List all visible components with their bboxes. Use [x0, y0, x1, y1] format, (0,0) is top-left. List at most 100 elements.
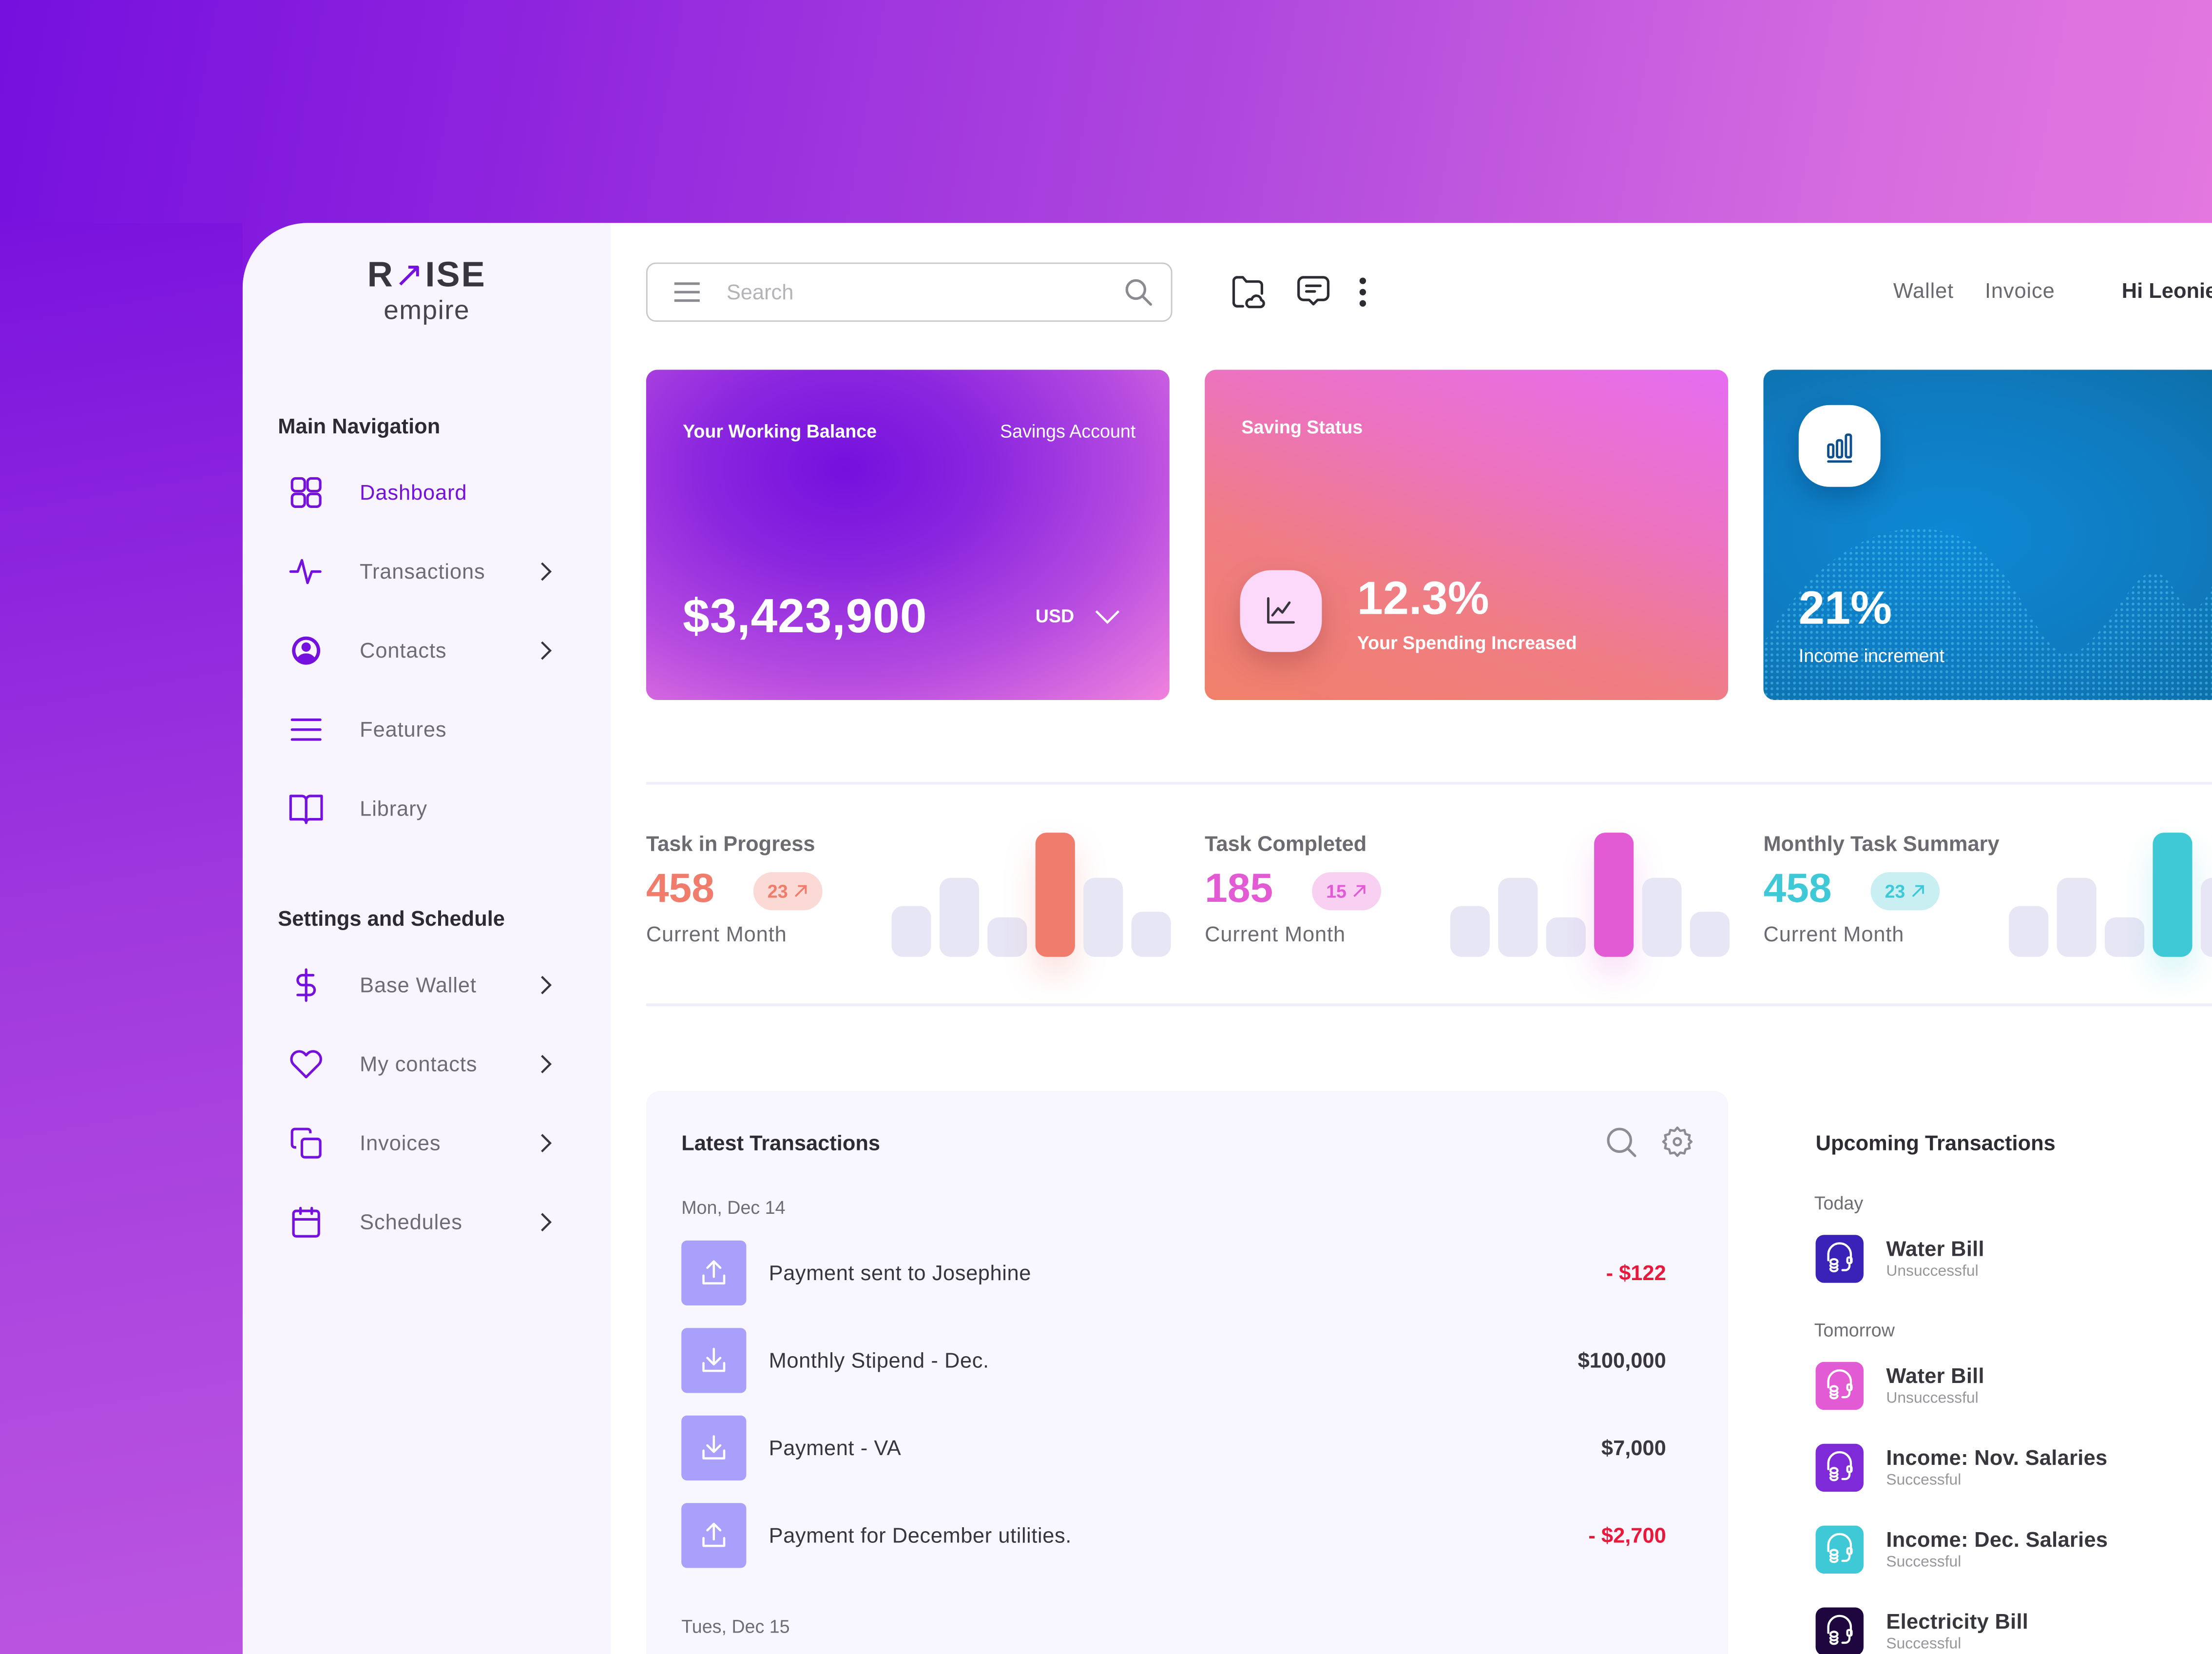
panel-title: Upcoming Transactions — [1815, 1131, 2056, 1156]
more-vertical-icon[interactable] — [1345, 274, 1381, 311]
sidebar-item-label: Transactions — [360, 559, 485, 584]
currency-selector[interactable]: USD — [1036, 605, 1122, 626]
currency-label: USD — [1035, 605, 1075, 627]
stat-value: 458 — [646, 866, 714, 912]
income-caption: Income increment — [1798, 645, 1944, 666]
mini-bar-chart — [891, 830, 1174, 957]
chevron-right-icon — [541, 1054, 552, 1073]
upload-icon — [681, 1503, 747, 1568]
panel-tools — [1604, 1125, 1694, 1158]
brand-logo[interactable]: R↗ISE empire — [243, 254, 611, 328]
upcoming-item[interactable]: Water Bill Unsuccessful — [1815, 1233, 1984, 1284]
wave-pattern-decoration — [1763, 528, 2212, 700]
income-percent: 21% — [1798, 581, 1892, 634]
transaction-row[interactable]: Payment - VA $7,000 — [681, 1415, 1666, 1480]
brand-wordmark: R↗ISE — [367, 255, 486, 295]
stat-period: Current Month — [1763, 923, 1904, 947]
transaction-amount: $100,000 — [1577, 1348, 1666, 1373]
saving-status-card[interactable]: Saving Status 12.3% Your Spending Increa… — [1205, 370, 1729, 700]
upcoming-item[interactable]: Electricity Bill Successful — [1815, 1606, 2029, 1654]
upcoming-item-name: Electricity Bill — [1886, 1610, 2029, 1635]
stat-title: Task in Progress — [646, 833, 815, 857]
arrow-up-right-icon — [1354, 885, 1366, 897]
stat-delta-badge: 23 — [1870, 872, 1941, 911]
stat-delta-badge: 23 — [753, 872, 824, 911]
sidebar-item-label: Invoices — [360, 1131, 441, 1155]
transaction-row[interactable]: Payment sent to Josephine - $122 — [681, 1240, 1666, 1305]
latest-transactions-panel: Latest Transactions Mon, Dec 14 Payment … — [646, 1090, 1729, 1654]
mini-bar-chart — [2009, 830, 2212, 957]
search-input[interactable] — [726, 280, 1123, 304]
card-title: Saving Status — [1241, 416, 1363, 438]
account-type[interactable]: Savings Account — [1000, 420, 1136, 442]
mini-bar-chart — [1450, 830, 1732, 957]
hamburger-menu-icon[interactable] — [673, 281, 701, 303]
stat-period: Current Month — [646, 923, 787, 947]
divider — [646, 781, 2212, 785]
divider — [646, 1003, 2212, 1007]
transaction-description: Payment - VA — [769, 1436, 902, 1460]
transaction-row[interactable]: Payment for December utilities. - $2,700 — [681, 1503, 1666, 1568]
chevron-right-icon — [541, 641, 552, 660]
sidebar-item-contacts[interactable]: Contacts — [278, 623, 574, 679]
heart-icon — [278, 1036, 334, 1092]
sidebar-item-dashboard[interactable]: Dashboard — [278, 464, 574, 521]
brand-subtitle: empire — [384, 296, 470, 326]
cloud-folder-icon[interactable] — [1230, 274, 1267, 311]
user-greeting[interactable]: Hi Leonie — [2121, 279, 2212, 304]
saving-percent: 12.3% — [1357, 571, 1489, 624]
background-gradient — [0, 223, 243, 1654]
sidebar-item-label: Schedules — [360, 1210, 462, 1234]
upcoming-item[interactable]: Income: Nov. Salaries Successful — [1815, 1442, 2108, 1493]
line-chart-icon — [1267, 597, 1295, 624]
saving-caption: Your Spending Increased — [1357, 632, 1577, 654]
stat-task-in-progress[interactable]: Task in Progress 458 23 Current Month — [646, 830, 1171, 971]
sidebar-item-label: My contacts — [360, 1052, 478, 1076]
search-bar[interactable] — [646, 262, 1173, 322]
app-window: R↗ISE empire Main Navigation Dashboard T… — [242, 223, 2212, 1654]
bar-chart-icon — [1827, 433, 1852, 463]
balance-amount: $3,423,900 — [683, 590, 927, 644]
stat-title: Monthly Task Summary — [1763, 833, 2000, 857]
search-icon[interactable] — [1604, 1125, 1637, 1158]
sidebar-item-features[interactable]: Features — [278, 701, 574, 758]
grid-icon — [278, 464, 334, 521]
transaction-description: Monthly Stipend - Dec. — [769, 1348, 989, 1373]
chevron-right-icon — [541, 975, 552, 994]
sidebar-item-label: Contacts — [360, 639, 447, 663]
group-label-today: Today — [1814, 1192, 1864, 1214]
upcoming-item-status: Successful — [1886, 1472, 1962, 1489]
sidebar-item-label: Features — [360, 718, 447, 742]
sidebar-item-base-wallet[interactable]: Base Wallet — [278, 957, 574, 1013]
download-icon — [681, 1328, 747, 1393]
bill-coin-icon — [1815, 1235, 1864, 1283]
upcoming-item-status: Successful — [1886, 1554, 1962, 1571]
date-group-label: Tues, Dec 15 — [681, 1615, 790, 1637]
chat-message-icon[interactable] — [1295, 274, 1331, 311]
transaction-row[interactable]: Monthly Stipend - Dec. $100,000 — [681, 1328, 1666, 1393]
stat-task-completed[interactable]: Task Completed 185 15 Current Month — [1205, 830, 1730, 971]
line-chart-icon-bubble — [1240, 570, 1322, 652]
upcoming-item[interactable]: Income: Dec. Salaries Successful — [1815, 1524, 2108, 1575]
income-increment-card[interactable]: 21% Income increment — [1763, 370, 2212, 700]
sidebar-item-label: Dashboard — [360, 480, 467, 505]
book-icon — [278, 780, 334, 837]
sidebar-item-schedules[interactable]: Schedules — [278, 1194, 574, 1250]
header-link-invoice[interactable]: Invoice — [1984, 279, 2055, 304]
search-icon[interactable] — [1123, 276, 1154, 308]
header-link-wallet[interactable]: Wallet — [1893, 279, 1954, 304]
sidebar-item-my-contacts[interactable]: My contacts — [278, 1036, 574, 1092]
gear-icon[interactable] — [1660, 1125, 1694, 1158]
stat-monthly-task-summary[interactable]: Monthly Task Summary 458 23 Current Mont… — [1764, 830, 2212, 971]
upcoming-item-name: Water Bill — [1886, 1364, 1984, 1389]
bar-chart-icon-bubble — [1798, 405, 1881, 487]
sidebar-item-transactions[interactable]: Transactions — [278, 544, 574, 600]
calendar-icon — [278, 1194, 334, 1250]
sidebar-item-invoices[interactable]: Invoices — [278, 1115, 574, 1171]
date-group-label: Mon, Dec 14 — [681, 1197, 786, 1218]
upcoming-item[interactable]: Water Bill Unsuccessful — [1815, 1361, 1984, 1411]
sidebar-item-library[interactable]: Library — [278, 780, 574, 837]
stat-value: 458 — [1763, 866, 1832, 912]
working-balance-card[interactable]: Your Working Balance Savings Account $3,… — [646, 370, 1170, 700]
